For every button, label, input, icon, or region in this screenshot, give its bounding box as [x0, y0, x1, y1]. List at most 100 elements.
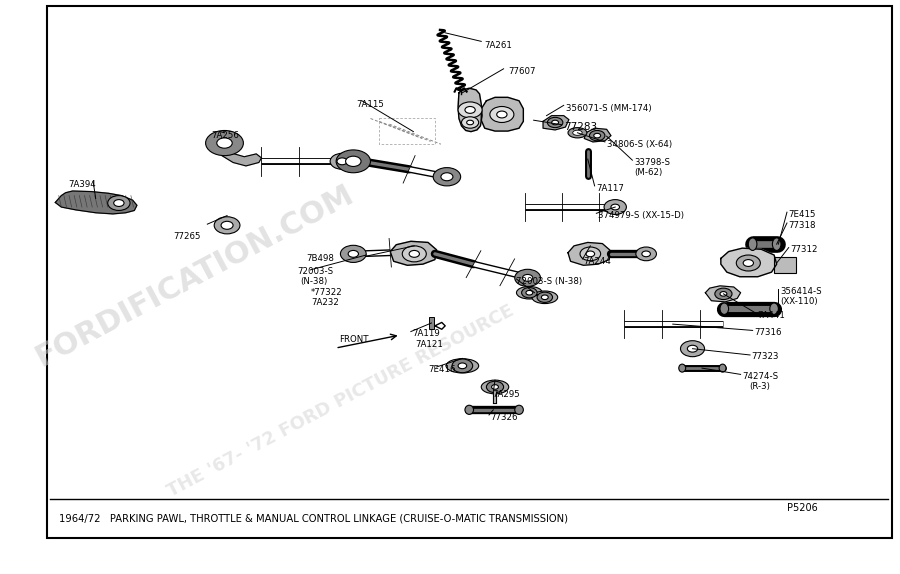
Circle shape: [611, 204, 619, 210]
Circle shape: [452, 359, 472, 373]
Ellipse shape: [465, 405, 473, 414]
Circle shape: [720, 292, 727, 296]
Circle shape: [490, 107, 514, 122]
Ellipse shape: [568, 127, 587, 138]
Text: 77607: 77607: [508, 67, 536, 76]
Text: (R-3): (R-3): [749, 382, 770, 391]
Text: 7A232: 7A232: [311, 298, 339, 307]
Polygon shape: [391, 241, 436, 265]
Circle shape: [221, 222, 233, 229]
Text: 34806-S (X-64): 34806-S (X-64): [607, 139, 671, 149]
Text: (M-62): (M-62): [634, 168, 662, 177]
Circle shape: [680, 341, 705, 356]
Text: 7A119: 7A119: [412, 329, 440, 338]
Text: 74274-S: 74274-S: [742, 372, 778, 381]
Circle shape: [214, 217, 240, 234]
Text: FORDIFICATION.COM: FORDIFICATION.COM: [31, 179, 358, 372]
Text: 7E415: 7E415: [788, 210, 815, 219]
Circle shape: [467, 120, 473, 125]
Circle shape: [586, 251, 595, 257]
Circle shape: [736, 255, 760, 271]
Circle shape: [108, 196, 130, 211]
Polygon shape: [220, 149, 261, 166]
Circle shape: [523, 274, 533, 281]
Bar: [429, 317, 434, 329]
Text: 7A394: 7A394: [68, 180, 96, 189]
Circle shape: [330, 153, 355, 169]
Circle shape: [497, 111, 507, 118]
Circle shape: [486, 381, 504, 393]
Circle shape: [402, 246, 427, 262]
Polygon shape: [721, 248, 777, 277]
Circle shape: [715, 288, 732, 300]
Circle shape: [465, 107, 475, 113]
Text: 374979-S (XX-15-D): 374979-S (XX-15-D): [598, 211, 684, 220]
Circle shape: [594, 133, 600, 138]
Text: 77283: 77283: [563, 122, 597, 132]
Bar: [774, 257, 796, 273]
Circle shape: [642, 251, 651, 257]
Polygon shape: [55, 191, 137, 214]
Circle shape: [522, 288, 537, 298]
Polygon shape: [584, 128, 611, 142]
Circle shape: [743, 259, 753, 266]
Circle shape: [462, 117, 479, 128]
Text: 356071-S (MM-174): 356071-S (MM-174): [566, 104, 652, 113]
Text: THE '67- '72 FORD PICTURE RESOURCE: THE '67- '72 FORD PICTURE RESOURCE: [164, 302, 517, 501]
Circle shape: [688, 346, 698, 352]
Text: FRONT: FRONT: [338, 335, 368, 344]
Circle shape: [337, 158, 347, 165]
Text: 7A115: 7A115: [356, 100, 383, 108]
Text: 1964/72   PARKING PAWL, THROTTLE & MANUAL CONTROL LINKAGE (CRUISE-O-MATIC TRANSM: 1964/72 PARKING PAWL, THROTTLE & MANUAL …: [58, 514, 568, 524]
Circle shape: [346, 156, 361, 166]
Text: 356414-S: 356414-S: [780, 287, 822, 296]
Ellipse shape: [719, 364, 726, 372]
Ellipse shape: [446, 359, 479, 373]
Text: 7A121: 7A121: [415, 340, 443, 348]
Circle shape: [410, 250, 419, 257]
Text: 7A295: 7A295: [492, 390, 520, 399]
Text: 77323: 77323: [751, 352, 778, 361]
Text: (XX-110): (XX-110): [780, 297, 818, 307]
Text: 7E416: 7E416: [428, 364, 455, 374]
Text: 33798-S: 33798-S: [634, 158, 670, 167]
Ellipse shape: [748, 238, 757, 250]
Polygon shape: [458, 88, 482, 131]
Text: P5206: P5206: [787, 503, 818, 513]
Circle shape: [526, 290, 533, 295]
Text: 7A244: 7A244: [583, 257, 611, 266]
Ellipse shape: [770, 303, 778, 315]
Circle shape: [552, 120, 559, 125]
Circle shape: [491, 385, 499, 389]
Text: 72003-S (N-38): 72003-S (N-38): [516, 277, 581, 286]
Circle shape: [441, 173, 453, 181]
Circle shape: [580, 247, 600, 261]
Polygon shape: [568, 242, 611, 265]
Circle shape: [340, 245, 366, 262]
Circle shape: [433, 168, 461, 186]
Circle shape: [515, 269, 541, 286]
Polygon shape: [706, 286, 741, 302]
Circle shape: [604, 200, 626, 215]
Polygon shape: [543, 115, 569, 130]
Text: 7A441: 7A441: [758, 311, 786, 320]
Ellipse shape: [679, 364, 686, 372]
Circle shape: [336, 150, 371, 173]
Circle shape: [590, 130, 605, 141]
Polygon shape: [482, 98, 523, 131]
Ellipse shape: [517, 286, 542, 299]
Ellipse shape: [532, 291, 558, 304]
Text: 7A261: 7A261: [484, 41, 512, 50]
Ellipse shape: [482, 380, 508, 394]
Text: 72003-S: 72003-S: [298, 267, 334, 276]
Circle shape: [113, 200, 124, 207]
Text: (N-38): (N-38): [300, 277, 328, 286]
Text: 77312: 77312: [790, 245, 818, 254]
Text: 77265: 77265: [173, 232, 201, 241]
Text: 77316: 77316: [754, 328, 782, 337]
Circle shape: [205, 130, 243, 156]
Circle shape: [547, 117, 562, 127]
Circle shape: [542, 295, 548, 300]
Circle shape: [537, 292, 553, 302]
Circle shape: [458, 102, 482, 118]
